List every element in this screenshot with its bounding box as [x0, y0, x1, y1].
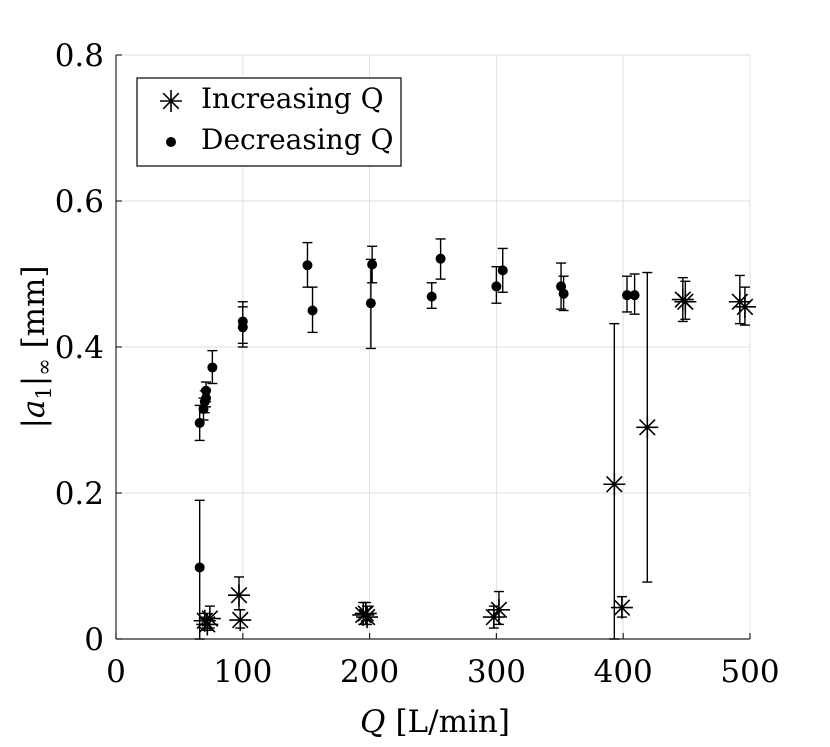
legend-label-decreasing: Decreasing Q: [201, 123, 394, 156]
x-tick-label: 200: [340, 654, 399, 690]
decreasing-q-point: [497, 265, 508, 276]
decreasing-q-point: [426, 291, 437, 302]
decreasing-q-point: [629, 290, 640, 301]
decreasing-q-point: [435, 253, 446, 264]
decreasing-q-point: [491, 281, 502, 292]
decreasing-q-point: [622, 290, 633, 301]
x-tick-label: 400: [594, 654, 653, 690]
increasing-q-point: [356, 606, 379, 629]
data-markers: [193, 253, 756, 636]
legend-dot-icon: [166, 137, 176, 147]
legend: Increasing Q Decreasing Q: [136, 77, 402, 167]
decreasing-q-point: [365, 298, 376, 309]
y-tick-label: 0.2: [55, 476, 104, 512]
decreasing-q-point: [194, 562, 205, 573]
x-axis-title: Q [L/min]: [360, 704, 510, 740]
increasing-q-point: [354, 602, 377, 625]
y-axis-title: |a1|∞ [mm]: [16, 265, 56, 428]
increasing-q-point: [636, 416, 659, 439]
decreasing-q-point: [194, 417, 205, 428]
y-tick-label: 0.6: [55, 184, 104, 220]
legend-asterisk-icon: [160, 90, 182, 112]
increasing-q-point: [674, 290, 697, 313]
legend-box: [136, 77, 402, 167]
decreasing-q-point: [367, 259, 378, 270]
increasing-q-point: [487, 598, 510, 621]
x-tick-label: 500: [720, 654, 779, 690]
increasing-q-point: [229, 609, 252, 632]
axes: [115, 54, 751, 640]
y-tick-label: 0: [84, 622, 104, 658]
increasing-q-point: [733, 295, 756, 318]
x-tick-label: 0: [106, 654, 126, 690]
tick-labels: 0 100 200 300 400 500 0 0.2 0.4 0.6 0.8: [55, 38, 780, 690]
decreasing-q-point: [201, 393, 212, 404]
increasing-q-point: [610, 596, 633, 619]
decreasing-q-point: [207, 362, 218, 373]
increasing-q-point: [198, 607, 221, 630]
decreasing-q-point: [201, 385, 212, 396]
y-tick-label: 0.4: [55, 330, 104, 366]
x-tick-label: 100: [213, 654, 272, 690]
decreasing-q-point: [237, 316, 248, 327]
legend-label-increasing: Increasing Q: [201, 82, 384, 115]
decreasing-q-point: [558, 288, 569, 299]
decreasing-q-point: [307, 305, 318, 316]
increasing-q-point: [227, 584, 250, 607]
y-tick-label: 0.8: [55, 38, 104, 74]
decreasing-q-point: [302, 260, 313, 271]
x-tick-label: 300: [467, 654, 526, 690]
increasing-q-point: [603, 473, 626, 496]
